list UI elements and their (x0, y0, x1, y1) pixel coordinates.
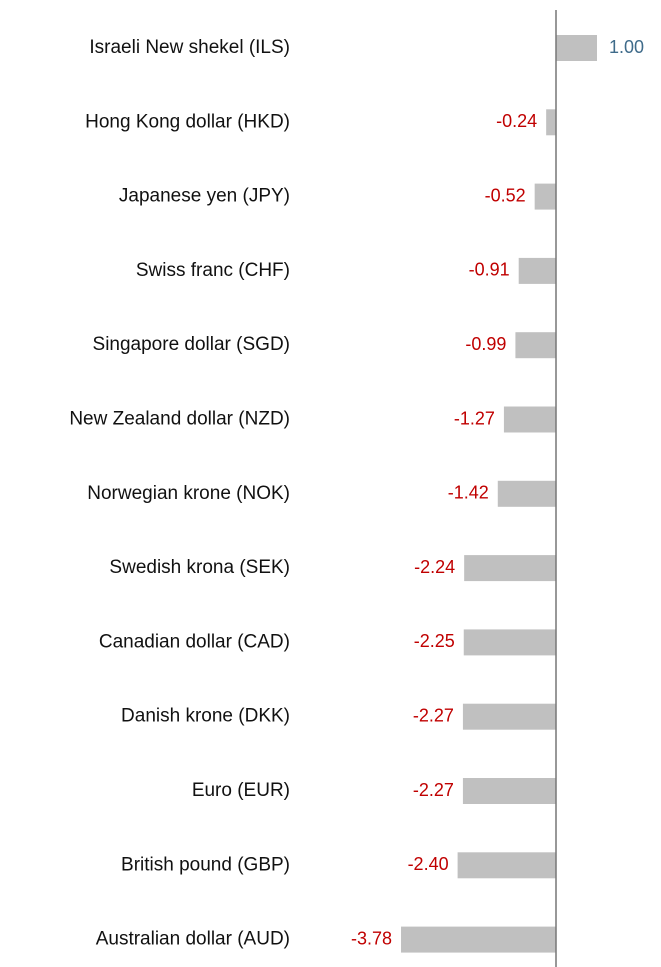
value-label: -3.78 (351, 928, 392, 948)
value-label: -2.25 (414, 631, 455, 651)
bar (463, 629, 556, 656)
bar (497, 480, 556, 507)
value-label: -0.91 (469, 260, 510, 280)
bar (401, 926, 556, 953)
value-label: -2.27 (413, 705, 454, 725)
category-label: British pound (GBP) (121, 854, 290, 875)
bar (546, 109, 556, 136)
bar (462, 778, 556, 804)
value-label: -1.27 (454, 408, 495, 428)
value-label: -2.24 (414, 557, 455, 577)
category-label: Danish krone (DKK) (121, 706, 290, 727)
value-label: 1.00 (609, 37, 644, 57)
bar (464, 555, 556, 582)
category-label: Singapore dollar (SGD) (93, 334, 290, 355)
category-label: Euro (EUR) (192, 780, 290, 801)
bar (457, 852, 556, 879)
value-label: -0.99 (465, 334, 506, 354)
value-label: -0.52 (485, 185, 526, 205)
category-label: Norwegian krone (NOK) (87, 483, 290, 504)
category-label: Swiss franc (CHF) (136, 260, 290, 281)
value-label: -2.40 (408, 854, 449, 874)
category-label: Swedish krona (SEK) (109, 557, 290, 578)
category-label: Israeli New shekel (ILS) (89, 37, 290, 58)
category-label: New Zealand dollar (NZD) (69, 409, 290, 430)
category-label: Hong Kong dollar (HKD) (85, 111, 290, 132)
category-label: Australian dollar (AUD) (96, 929, 290, 950)
value-label: -2.27 (413, 780, 454, 800)
bar (515, 332, 556, 359)
value-label: -1.42 (448, 483, 489, 503)
bar (462, 703, 556, 730)
value-label: -0.24 (496, 111, 537, 131)
bar (518, 257, 556, 284)
category-label: Japanese yen (JPY) (119, 186, 290, 207)
bar (534, 183, 556, 210)
category-label: Canadian dollar (CAD) (99, 631, 290, 652)
bar (503, 406, 556, 433)
bar (556, 35, 597, 61)
